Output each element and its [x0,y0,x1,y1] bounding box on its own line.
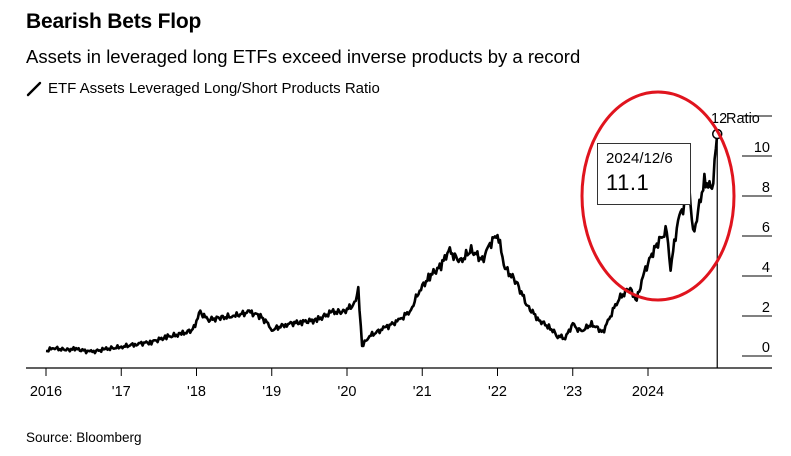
x-tick-label: 2016 [30,384,62,400]
annotation-value: 11.1 [606,170,650,195]
series-line [45,133,719,355]
x-tick-label: '23 [563,384,582,400]
y-gridlines: 0 2 4 6 8 10 12 [711,111,772,357]
x-tick-label: '19 [262,384,281,400]
y-axis-label: Ratio [726,111,760,127]
chart-subtitle: Assets in leveraged long ETFs exceed inv… [26,46,581,67]
y-tick-label: 8 [762,180,770,196]
chart-title: Bearish Bets Flop [26,10,202,33]
source-note: Source: Bloomberg [26,430,142,445]
x-tick-label: '20 [338,384,357,400]
x-axis: 2016 '17 '18 '19 '20 '21 '22 '23 2024 [26,367,772,400]
x-tick-label: '18 [187,384,206,400]
y-tick-label: 0 [762,340,770,356]
x-tick-label: '17 [112,384,131,400]
x-tick-label: '21 [413,384,432,400]
legend-line-icon [26,81,42,96]
y-tick-label: 2 [762,300,770,316]
y-tick-label: 12 [711,111,727,127]
highlight-ellipse [580,90,736,302]
x-tick-label: 2024 [632,384,664,400]
y-tick-label: 4 [762,260,770,276]
y-tick-label: 10 [754,140,770,156]
legend-label: ETF Assets Leveraged Long/Short Products… [48,80,380,97]
x-tick-label: '22 [488,384,507,400]
annotation-date: 2024/12/6 [606,150,673,167]
annotation-tooltip: 2024/12/6 11.1 [597,143,691,205]
y-tick-label: 6 [762,220,770,236]
legend: ETF Assets Leveraged Long/Short Products… [26,80,380,97]
